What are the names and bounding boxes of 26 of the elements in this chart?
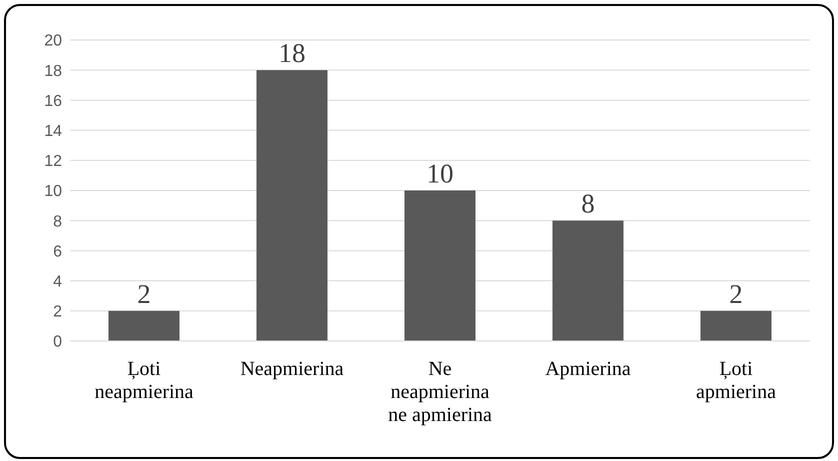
y-tick-label: 2	[53, 304, 62, 321]
x-tick-label: Apmierina	[545, 358, 631, 380]
y-tick-label: 14	[44, 122, 62, 140]
bar	[108, 310, 180, 341]
x-tick-label: Neapmierina	[240, 358, 344, 380]
bar	[404, 190, 476, 341]
data-label: 10	[426, 158, 454, 188]
y-tick-label: 4	[53, 273, 62, 290]
data-label: 2	[729, 278, 743, 309]
data-label: 2	[137, 278, 151, 309]
y-tick-label: 20	[44, 32, 62, 50]
data-label: 18	[278, 38, 306, 68]
bar	[552, 220, 624, 341]
y-tick-label: 16	[44, 92, 62, 110]
data-label: 8	[581, 188, 595, 219]
y-tick-label: 10	[44, 183, 62, 200]
y-tick-label: 6	[53, 243, 62, 260]
y-tick-label: 12	[44, 153, 62, 170]
bar	[700, 310, 772, 341]
y-tick-label: 0	[53, 334, 62, 351]
bar	[256, 70, 328, 341]
x-tick-label: Ne neapmierina ne apmierina	[388, 358, 492, 426]
x-tick-label: Ļoti apmierina	[696, 358, 776, 403]
x-tick-label: Ļoti neapmierina	[94, 358, 194, 403]
y-tick-label: 18	[44, 62, 62, 80]
y-tick-label: 8	[53, 213, 62, 230]
